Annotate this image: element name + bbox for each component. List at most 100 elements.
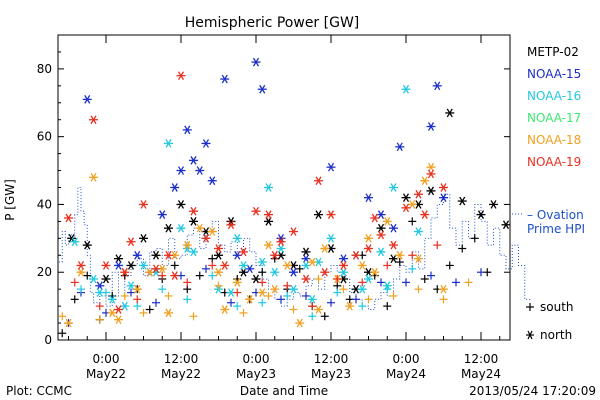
data-point-north bbox=[189, 217, 198, 226]
data-point-north bbox=[257, 257, 267, 267]
data-point-north bbox=[189, 156, 198, 165]
data-point-north bbox=[351, 250, 361, 260]
data-point-north bbox=[414, 227, 423, 236]
data-point-north bbox=[220, 74, 230, 84]
data-point-north bbox=[345, 301, 355, 311]
data-point-south bbox=[208, 271, 217, 280]
data-point-north bbox=[239, 247, 248, 257]
data-point-north bbox=[126, 281, 136, 291]
data-point-north bbox=[270, 284, 280, 294]
data-point-north bbox=[239, 267, 248, 277]
data-point-south bbox=[239, 308, 248, 317]
data-point-north bbox=[270, 250, 280, 260]
data-point-south bbox=[233, 302, 242, 311]
x-tick-time-label: 12:00 bbox=[464, 352, 499, 366]
data-point-south bbox=[258, 298, 267, 307]
data-point-north bbox=[301, 261, 311, 270]
data-point-north bbox=[120, 267, 130, 277]
chart-title: Hemispheric Power [GW] bbox=[185, 15, 360, 31]
data-point-north bbox=[132, 284, 142, 294]
data-point-north bbox=[114, 254, 123, 264]
data-point-south bbox=[458, 244, 467, 253]
data-point-south bbox=[208, 261, 217, 270]
x-tick-date-label: May22 bbox=[161, 367, 201, 381]
data-point-north bbox=[220, 261, 230, 270]
data-point-north bbox=[176, 200, 186, 209]
data-point-south bbox=[158, 271, 167, 280]
satellite-legend: METP-02 NOAA-15 NOAA-16 NOAA-17 NOAA-18 NOAA-… bbox=[527, 45, 581, 169]
data-point-south bbox=[77, 285, 85, 294]
data-point-south bbox=[70, 295, 79, 304]
data-point-south bbox=[383, 285, 392, 294]
data-point-north bbox=[401, 203, 411, 213]
data-point-north bbox=[389, 240, 398, 250]
data-point-north bbox=[214, 250, 223, 260]
data-point-north bbox=[301, 247, 311, 257]
data-point-south bbox=[383, 302, 392, 311]
data-point-north bbox=[151, 264, 161, 274]
data-point-north bbox=[376, 210, 386, 219]
data-point-north bbox=[501, 220, 511, 230]
legend-entry: NOAA-18 bbox=[527, 133, 581, 147]
data-point-north bbox=[376, 223, 386, 233]
data-point-north bbox=[251, 57, 261, 67]
data-point-north bbox=[176, 223, 186, 233]
data-point-south bbox=[258, 278, 267, 287]
marker-legend-entry: north bbox=[526, 328, 572, 342]
data-point-north bbox=[395, 142, 405, 152]
data-point-north bbox=[89, 115, 98, 125]
data-point-north bbox=[239, 261, 248, 270]
data-point-south bbox=[320, 312, 329, 321]
y-tick-label: 20 bbox=[37, 265, 52, 279]
data-point-north bbox=[432, 81, 442, 91]
data-point-north bbox=[145, 267, 155, 277]
data-point-south bbox=[158, 285, 167, 294]
x-tick-date-label: May24 bbox=[386, 367, 426, 381]
data-point-north bbox=[245, 264, 255, 274]
data-point-north bbox=[67, 233, 77, 243]
data-point-north bbox=[276, 233, 286, 243]
data-point-south bbox=[183, 285, 192, 294]
data-point-north bbox=[170, 271, 180, 280]
data-point-north bbox=[420, 210, 430, 219]
data-point-north bbox=[357, 284, 367, 294]
data-point-south bbox=[277, 295, 285, 304]
legend-entry: NOAA-17 bbox=[527, 111, 581, 125]
data-point-south bbox=[133, 295, 142, 304]
data-point-north bbox=[364, 244, 373, 253]
data-point-south bbox=[358, 278, 367, 287]
data-point-north bbox=[114, 261, 123, 270]
data-point-south bbox=[389, 291, 398, 300]
data-point-north bbox=[89, 172, 98, 182]
data-point-north bbox=[282, 261, 292, 270]
data-point-north bbox=[339, 261, 348, 270]
data-point-south bbox=[95, 315, 104, 324]
x-tick-time-label: 0:00 bbox=[243, 352, 270, 366]
data-point-north bbox=[320, 244, 330, 253]
data-point-south bbox=[408, 264, 417, 273]
data-point-south bbox=[95, 302, 104, 311]
data-point-south bbox=[127, 288, 135, 297]
data-point-south bbox=[439, 295, 448, 304]
data-point-north bbox=[401, 84, 411, 94]
data-point-north bbox=[182, 125, 192, 135]
data-point-north bbox=[214, 267, 223, 277]
data-point-south bbox=[314, 275, 323, 283]
data-point-north bbox=[414, 254, 423, 264]
data-point-north bbox=[439, 193, 448, 203]
data-point-north bbox=[295, 318, 305, 328]
ovation-legend-label: Prime HPI bbox=[527, 222, 585, 236]
data-point-north bbox=[489, 200, 498, 209]
data-point-north bbox=[426, 122, 436, 131]
data-point-north bbox=[339, 254, 348, 264]
data-point-north bbox=[264, 240, 273, 250]
ovation-legend-label: – Ovation bbox=[527, 208, 584, 222]
data-point-north bbox=[226, 217, 236, 226]
data-point-south bbox=[402, 278, 410, 287]
data-point-south bbox=[214, 281, 223, 290]
data-point-south bbox=[464, 278, 473, 287]
x-axis-label: Date and Time bbox=[240, 384, 328, 398]
x-tick-date-label: May23 bbox=[311, 367, 351, 381]
data-point-north bbox=[420, 176, 430, 186]
